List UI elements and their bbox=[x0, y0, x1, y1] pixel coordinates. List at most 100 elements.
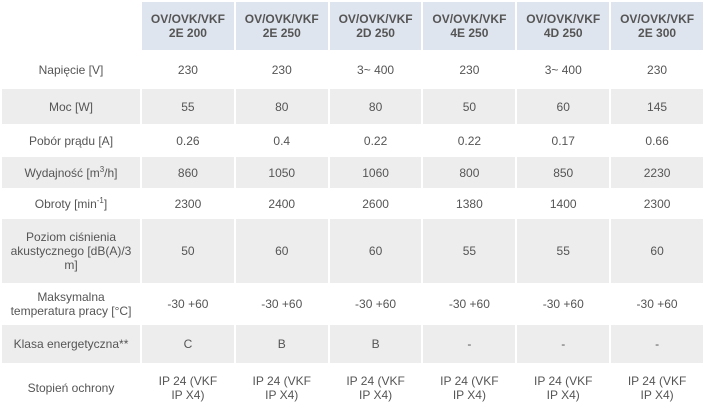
value-cell: 50 bbox=[421, 87, 518, 126]
header-row: OV/OVK/VKF 2E 200 OV/OVK/VKF 2E 250 OV/OVK/V… bbox=[0, 0, 705, 52]
header-text: OV/OVK/VKF bbox=[150, 12, 225, 26]
table-row: Pobór prądu [A] 0.26 0.4 0.22 0.22 0.17 0.66 bbox=[0, 124, 705, 157]
value-cell: 0.4 bbox=[233, 124, 330, 157]
table-row: Wydajność [m3/h] 860 1050 1060 800 850 2230 bbox=[0, 155, 705, 190]
value-cell: C bbox=[140, 323, 236, 365]
label-text: Maksymalna temperatura pracy [°C] bbox=[10, 290, 132, 318]
label-text: Stopień ochrony bbox=[27, 380, 115, 395]
row-label: Wydajność [m3/h] bbox=[0, 155, 142, 190]
value-cell: 2300 bbox=[140, 188, 236, 219]
header-cell: OV/OVK/VKF 2E 200 bbox=[140, 0, 236, 52]
row-label: Napięcie [V] bbox=[0, 50, 142, 89]
label-text: Poziom ciśnienia akustycznego [dB(A)/3 m… bbox=[10, 230, 132, 272]
value-cell: 0.66 bbox=[609, 124, 705, 157]
value-cell: - bbox=[515, 323, 612, 365]
value-cell: - bbox=[421, 323, 518, 365]
value-cell: 0.22 bbox=[327, 124, 424, 157]
blank-cell bbox=[0, 0, 142, 52]
value-cell: IP 24 (VKF IP X4) bbox=[609, 363, 705, 410]
value-cell: 2400 bbox=[233, 188, 330, 219]
value-cell: 1400 bbox=[515, 188, 612, 219]
value-cell: -30 +60 bbox=[515, 283, 612, 325]
row-label: Poziom ciśnienia akustycznego [dB(A)/3 m… bbox=[0, 217, 142, 285]
superscript: -1 bbox=[96, 195, 104, 205]
header-text: 4E 250 bbox=[450, 26, 489, 40]
value-cell: 0.17 bbox=[515, 124, 612, 157]
value-cell: 60 bbox=[233, 217, 330, 285]
value-cell: 3~ 400 bbox=[327, 50, 424, 89]
value-cell: -30 +60 bbox=[609, 283, 705, 325]
value-cell: IP 24 (VKF IP X4) bbox=[327, 363, 424, 410]
value-cell: 60 bbox=[609, 217, 705, 285]
value-cell: IP 24 (VKF IP X4) bbox=[233, 363, 330, 410]
value-cell: 850 bbox=[515, 155, 612, 190]
table-row: Napięcie [V] 230 230 3~ 400 230 3~ 400 230 bbox=[0, 50, 705, 89]
table-row: Moc [W] 55 80 80 50 60 145 bbox=[0, 87, 705, 126]
header-text: 4D 250 bbox=[543, 26, 583, 40]
value-cell: 1050 bbox=[233, 155, 330, 190]
value-cell: -30 +60 bbox=[421, 283, 518, 325]
header-cell: OV/OVK/VKF 4E 250 bbox=[421, 0, 518, 52]
row-label: Pobór prądu [A] bbox=[0, 124, 142, 157]
value-cell: 60 bbox=[515, 87, 612, 126]
row-label: Moc [W] bbox=[0, 87, 142, 126]
header-text: OV/OVK/VKF bbox=[526, 12, 601, 26]
value-cell: 1380 bbox=[421, 188, 518, 219]
header-text: OV/OVK/VKF bbox=[338, 12, 413, 26]
value-cell: 60 bbox=[327, 217, 424, 285]
label-text: ] bbox=[103, 196, 108, 211]
label-text: Moc [W] bbox=[49, 99, 93, 114]
label-text: /h] bbox=[104, 165, 118, 180]
value-cell: 145 bbox=[609, 87, 705, 126]
value-cell: 55 bbox=[140, 87, 236, 126]
header-text: 2E 300 bbox=[638, 26, 677, 40]
table-row: Klasa energetyczna** C B B - - - bbox=[0, 323, 705, 365]
header-cell: OV/OVK/VKF 2D 250 bbox=[327, 0, 424, 52]
header-text: 2E 200 bbox=[168, 26, 207, 40]
value-cell: 2600 bbox=[327, 188, 424, 219]
value-cell: 230 bbox=[421, 50, 518, 89]
label-text: Napięcie [V] bbox=[38, 62, 104, 77]
header-text: OV/OVK/VKF bbox=[620, 12, 695, 26]
value-cell: IP 24 (VKF IP X4) bbox=[421, 363, 518, 410]
header-text: 2D 250 bbox=[356, 26, 395, 40]
row-label: Stopień ochrony bbox=[0, 363, 142, 410]
value-cell: B bbox=[327, 323, 424, 365]
value-cell: 0.22 bbox=[421, 124, 518, 157]
row-label: Maksymalna temperatura pracy [°C] bbox=[0, 283, 142, 325]
header-cell: OV/OVK/VKF 4D 250 bbox=[515, 0, 612, 52]
row-label: Klasa energetyczna** bbox=[0, 323, 142, 365]
label-text: Pobór prądu [A] bbox=[28, 133, 114, 148]
header-text: 2E 250 bbox=[262, 26, 301, 40]
value-cell: 0.26 bbox=[140, 124, 236, 157]
superscript: 3 bbox=[99, 164, 105, 174]
label-text: Obroty [min bbox=[34, 196, 97, 211]
value-cell: 55 bbox=[515, 217, 612, 285]
value-cell: 2230 bbox=[609, 155, 705, 190]
table-row: Obroty [min-1] 2300 2400 2600 1380 1400 2300 bbox=[0, 188, 705, 219]
value-cell: -30 +60 bbox=[233, 283, 330, 325]
value-cell: 230 bbox=[609, 50, 705, 89]
value-cell: -30 +60 bbox=[327, 283, 424, 325]
value-cell: 230 bbox=[140, 50, 236, 89]
header-cell: OV/OVK/VKF 2E 300 bbox=[609, 0, 705, 52]
table-row: Maksymalna temperatura pracy [°C] -30 +60… bbox=[0, 283, 705, 325]
label-text: Klasa energetyczna** bbox=[13, 337, 129, 351]
value-cell: 1060 bbox=[327, 155, 424, 190]
value-cell: 55 bbox=[421, 217, 518, 285]
header-cell: OV/OVK/VKF 2E 250 bbox=[233, 0, 330, 52]
table-row: Poziom ciśnienia akustycznego [dB(A)/3 m… bbox=[0, 217, 705, 285]
header-text: OV/OVK/VKF bbox=[244, 12, 319, 26]
value-cell: 80 bbox=[233, 87, 330, 126]
value-cell: 3~ 400 bbox=[515, 50, 612, 89]
value-cell: 50 bbox=[140, 217, 236, 285]
label-text: Wydajność [m bbox=[24, 165, 100, 180]
value-cell: IP 24 (VKF IP X4) bbox=[515, 363, 612, 410]
row-label: Obroty [min-1] bbox=[0, 188, 142, 219]
value-cell: 860 bbox=[140, 155, 236, 190]
value-cell: 230 bbox=[233, 50, 330, 89]
value-cell: - bbox=[609, 323, 705, 365]
value-cell: 800 bbox=[421, 155, 518, 190]
